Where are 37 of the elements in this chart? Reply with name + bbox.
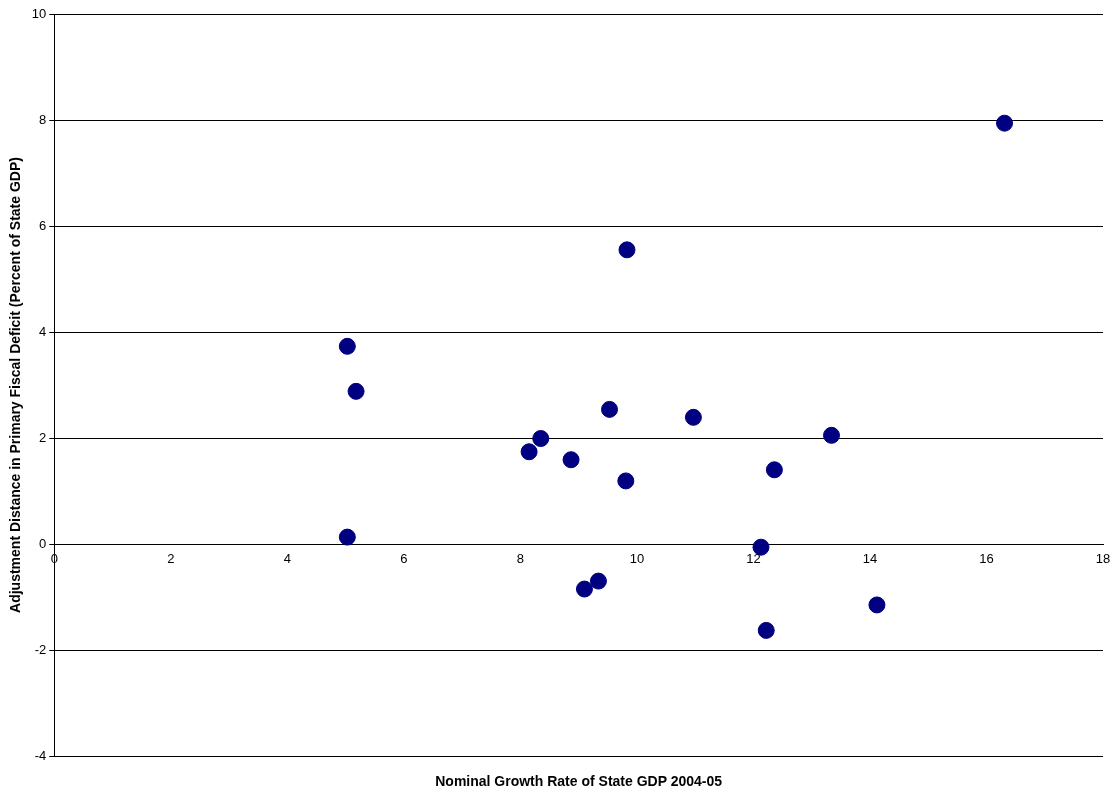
x-axis-title: Nominal Growth Rate of State GDP 2004-05 bbox=[435, 772, 723, 789]
point bbox=[562, 451, 580, 469]
point bbox=[347, 382, 365, 400]
y-tick-label: -4 bbox=[34, 747, 47, 763]
point bbox=[868, 596, 886, 614]
point bbox=[996, 114, 1014, 132]
point bbox=[575, 580, 593, 598]
y-tick-label: 8 bbox=[39, 111, 47, 127]
x-tick-label: 6 bbox=[400, 551, 408, 567]
point bbox=[765, 461, 783, 479]
x-tick-label: 12 bbox=[746, 551, 761, 567]
y-axis-title: Adjustment Distance in Primary Fiscal Deficit (Percent of State GDP) bbox=[7, 157, 24, 613]
x-tick-label: 2 bbox=[167, 551, 175, 567]
x-tick-label: 16 bbox=[979, 551, 994, 567]
point bbox=[520, 443, 538, 461]
y-tick-label: 6 bbox=[39, 217, 47, 233]
point bbox=[822, 426, 840, 444]
point bbox=[617, 472, 635, 490]
point bbox=[532, 430, 550, 448]
y-tick-label: -2 bbox=[34, 641, 47, 657]
point bbox=[338, 528, 356, 546]
point bbox=[752, 538, 770, 556]
point bbox=[757, 621, 775, 639]
point bbox=[618, 241, 636, 259]
x-tick-label: 14 bbox=[862, 551, 878, 567]
x-tick-label: 18 bbox=[1095, 551, 1111, 567]
point bbox=[338, 337, 356, 355]
x-tick-label: 10 bbox=[629, 551, 645, 567]
x-tick-label: 4 bbox=[283, 551, 291, 567]
y-tick-label: 0 bbox=[39, 535, 47, 551]
y-tick-label: 10 bbox=[31, 5, 47, 21]
point bbox=[684, 408, 702, 426]
point bbox=[589, 572, 607, 590]
y-tick-label: 4 bbox=[39, 323, 47, 339]
point bbox=[601, 400, 619, 418]
y-tick-label: 2 bbox=[39, 429, 47, 445]
x-tick-label: 8 bbox=[516, 551, 524, 567]
